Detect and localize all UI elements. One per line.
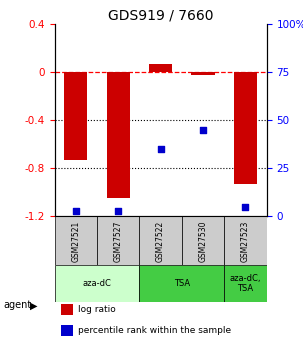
Bar	[139, 266, 224, 302]
Point	[201, 127, 205, 132]
Bar	[182, 216, 224, 266]
Bar	[191, 72, 215, 75]
Text: GSM27522: GSM27522	[156, 220, 165, 262]
Bar	[61, 325, 73, 336]
Text: GSM27527: GSM27527	[114, 220, 123, 262]
Text: percentile rank within the sample: percentile rank within the sample	[78, 326, 231, 335]
Bar	[97, 216, 139, 266]
Text: aza-dC,
TSA: aza-dC, TSA	[230, 274, 261, 293]
Point	[73, 208, 78, 213]
Text: TSA: TSA	[174, 279, 190, 288]
Text: GSM27530: GSM27530	[198, 220, 208, 262]
Point	[243, 204, 248, 209]
Point	[158, 146, 163, 152]
Bar	[55, 266, 139, 302]
Bar	[139, 216, 182, 266]
Bar	[64, 72, 87, 160]
Text: aza-dC: aza-dC	[82, 279, 112, 288]
Bar	[55, 216, 97, 266]
Bar	[61, 304, 73, 315]
Title: GDS919 / 7660: GDS919 / 7660	[108, 9, 213, 23]
Text: log ratio: log ratio	[78, 305, 116, 314]
Point	[116, 208, 121, 213]
Bar	[224, 216, 267, 266]
Text: GSM27523: GSM27523	[241, 220, 250, 262]
Text: ▶: ▶	[30, 300, 38, 310]
Bar	[107, 72, 130, 198]
Bar	[234, 72, 257, 184]
Text: GSM27521: GSM27521	[71, 220, 80, 262]
Bar	[149, 64, 172, 72]
Text: agent: agent	[3, 300, 31, 310]
Bar	[224, 266, 267, 302]
